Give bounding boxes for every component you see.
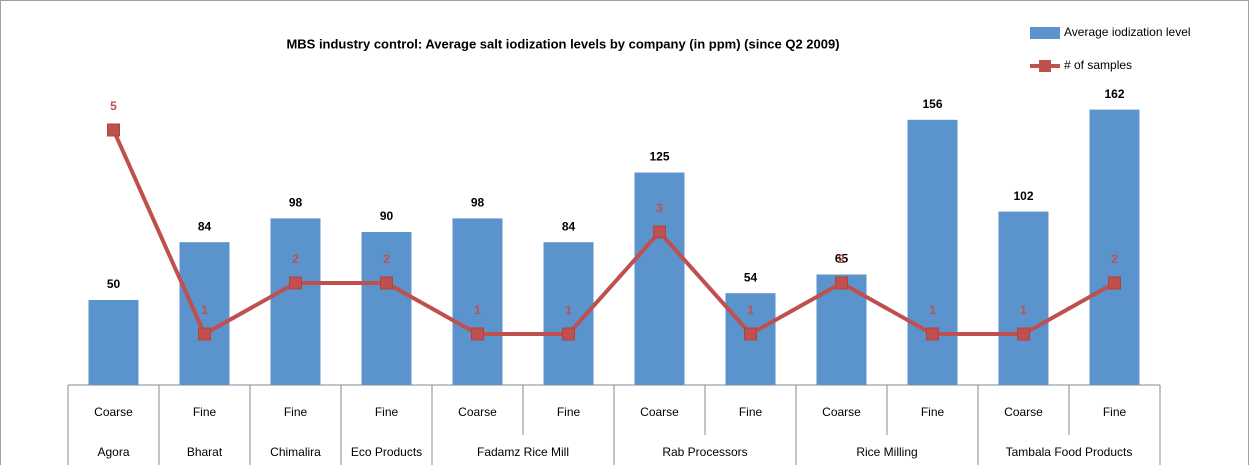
bar xyxy=(361,232,412,385)
group-label: Fadamz Rice Mill xyxy=(477,445,569,459)
line-marker xyxy=(835,276,848,290)
bar-value-label: 102 xyxy=(1013,189,1033,203)
x-tick-label: Fine xyxy=(1103,405,1127,419)
line-value-label: 2 xyxy=(1111,252,1118,266)
x-tick-label: Fine xyxy=(921,405,945,419)
line-value-label: 1 xyxy=(565,303,572,317)
bar xyxy=(179,242,230,385)
x-tick-label: Fine xyxy=(739,405,763,419)
bar xyxy=(998,211,1049,385)
legend-swatch xyxy=(1030,27,1060,39)
x-tick-label: Coarse xyxy=(822,405,861,419)
bar-value-label: 65 xyxy=(835,252,849,266)
line-marker xyxy=(562,327,575,341)
bar-value-label: 54 xyxy=(744,270,758,284)
bar-value-label: 162 xyxy=(1104,87,1124,101)
group-label: Bharat xyxy=(187,445,223,459)
bar-value-label: 98 xyxy=(471,196,485,210)
bar xyxy=(452,218,503,385)
group-label: Rice Milling xyxy=(856,445,917,459)
bar xyxy=(270,218,321,385)
line-marker xyxy=(1108,276,1121,290)
x-tick-label: Fine xyxy=(557,405,581,419)
bar xyxy=(634,172,685,385)
line-marker xyxy=(471,327,484,341)
line-value-label: 1 xyxy=(1020,303,1027,317)
x-tick-label: Fine xyxy=(375,405,399,419)
line-value-label: 5 xyxy=(110,99,117,113)
bar xyxy=(1089,109,1140,385)
group-label: Agora xyxy=(97,445,129,459)
legend-label: Average iodization level xyxy=(1064,25,1191,39)
line-value-label: 2 xyxy=(292,252,299,266)
x-tick-label: Coarse xyxy=(94,405,133,419)
line-value-label: 3 xyxy=(656,201,663,215)
group-label: Chimalira xyxy=(270,445,321,459)
line-marker xyxy=(198,327,211,341)
line-value-label: 1 xyxy=(929,303,936,317)
x-tick-label: Fine xyxy=(193,405,217,419)
legend-label: # of samples xyxy=(1064,58,1132,72)
bar-value-label: 84 xyxy=(562,219,576,233)
bar xyxy=(88,300,139,385)
chart-title: MBS industry control: Average salt iodiz… xyxy=(286,36,839,51)
group-label: Rab Processors xyxy=(662,445,747,459)
line-marker xyxy=(107,123,120,137)
bar xyxy=(907,119,958,386)
line-value-label: 1 xyxy=(201,303,208,317)
bar-value-label: 50 xyxy=(107,277,121,291)
line-marker xyxy=(289,276,302,290)
line-value-label: 1 xyxy=(747,303,754,317)
bar-value-label: 125 xyxy=(649,150,669,164)
bar-value-label: 90 xyxy=(380,209,394,223)
bar-value-label: 84 xyxy=(198,219,212,233)
x-tick-label: Coarse xyxy=(458,405,497,419)
group-label: Eco Products xyxy=(351,445,422,459)
bar-value-label: 156 xyxy=(922,97,942,111)
line-value-label: 2 xyxy=(838,252,845,266)
legend-swatch xyxy=(1039,60,1051,72)
line-value-label: 2 xyxy=(383,252,390,266)
line-value-label: 1 xyxy=(474,303,481,317)
line-marker xyxy=(1017,327,1030,341)
bar-value-label: 98 xyxy=(289,196,303,210)
line-marker xyxy=(926,327,939,341)
line-marker xyxy=(744,327,757,341)
group-label: Tambala Food Products xyxy=(1006,445,1133,459)
x-tick-label: Fine xyxy=(284,405,308,419)
line-marker xyxy=(653,225,666,239)
x-tick-label: Coarse xyxy=(640,405,679,419)
line-marker xyxy=(380,276,393,290)
x-tick-label: Coarse xyxy=(1004,405,1043,419)
line xyxy=(111,129,1116,337)
